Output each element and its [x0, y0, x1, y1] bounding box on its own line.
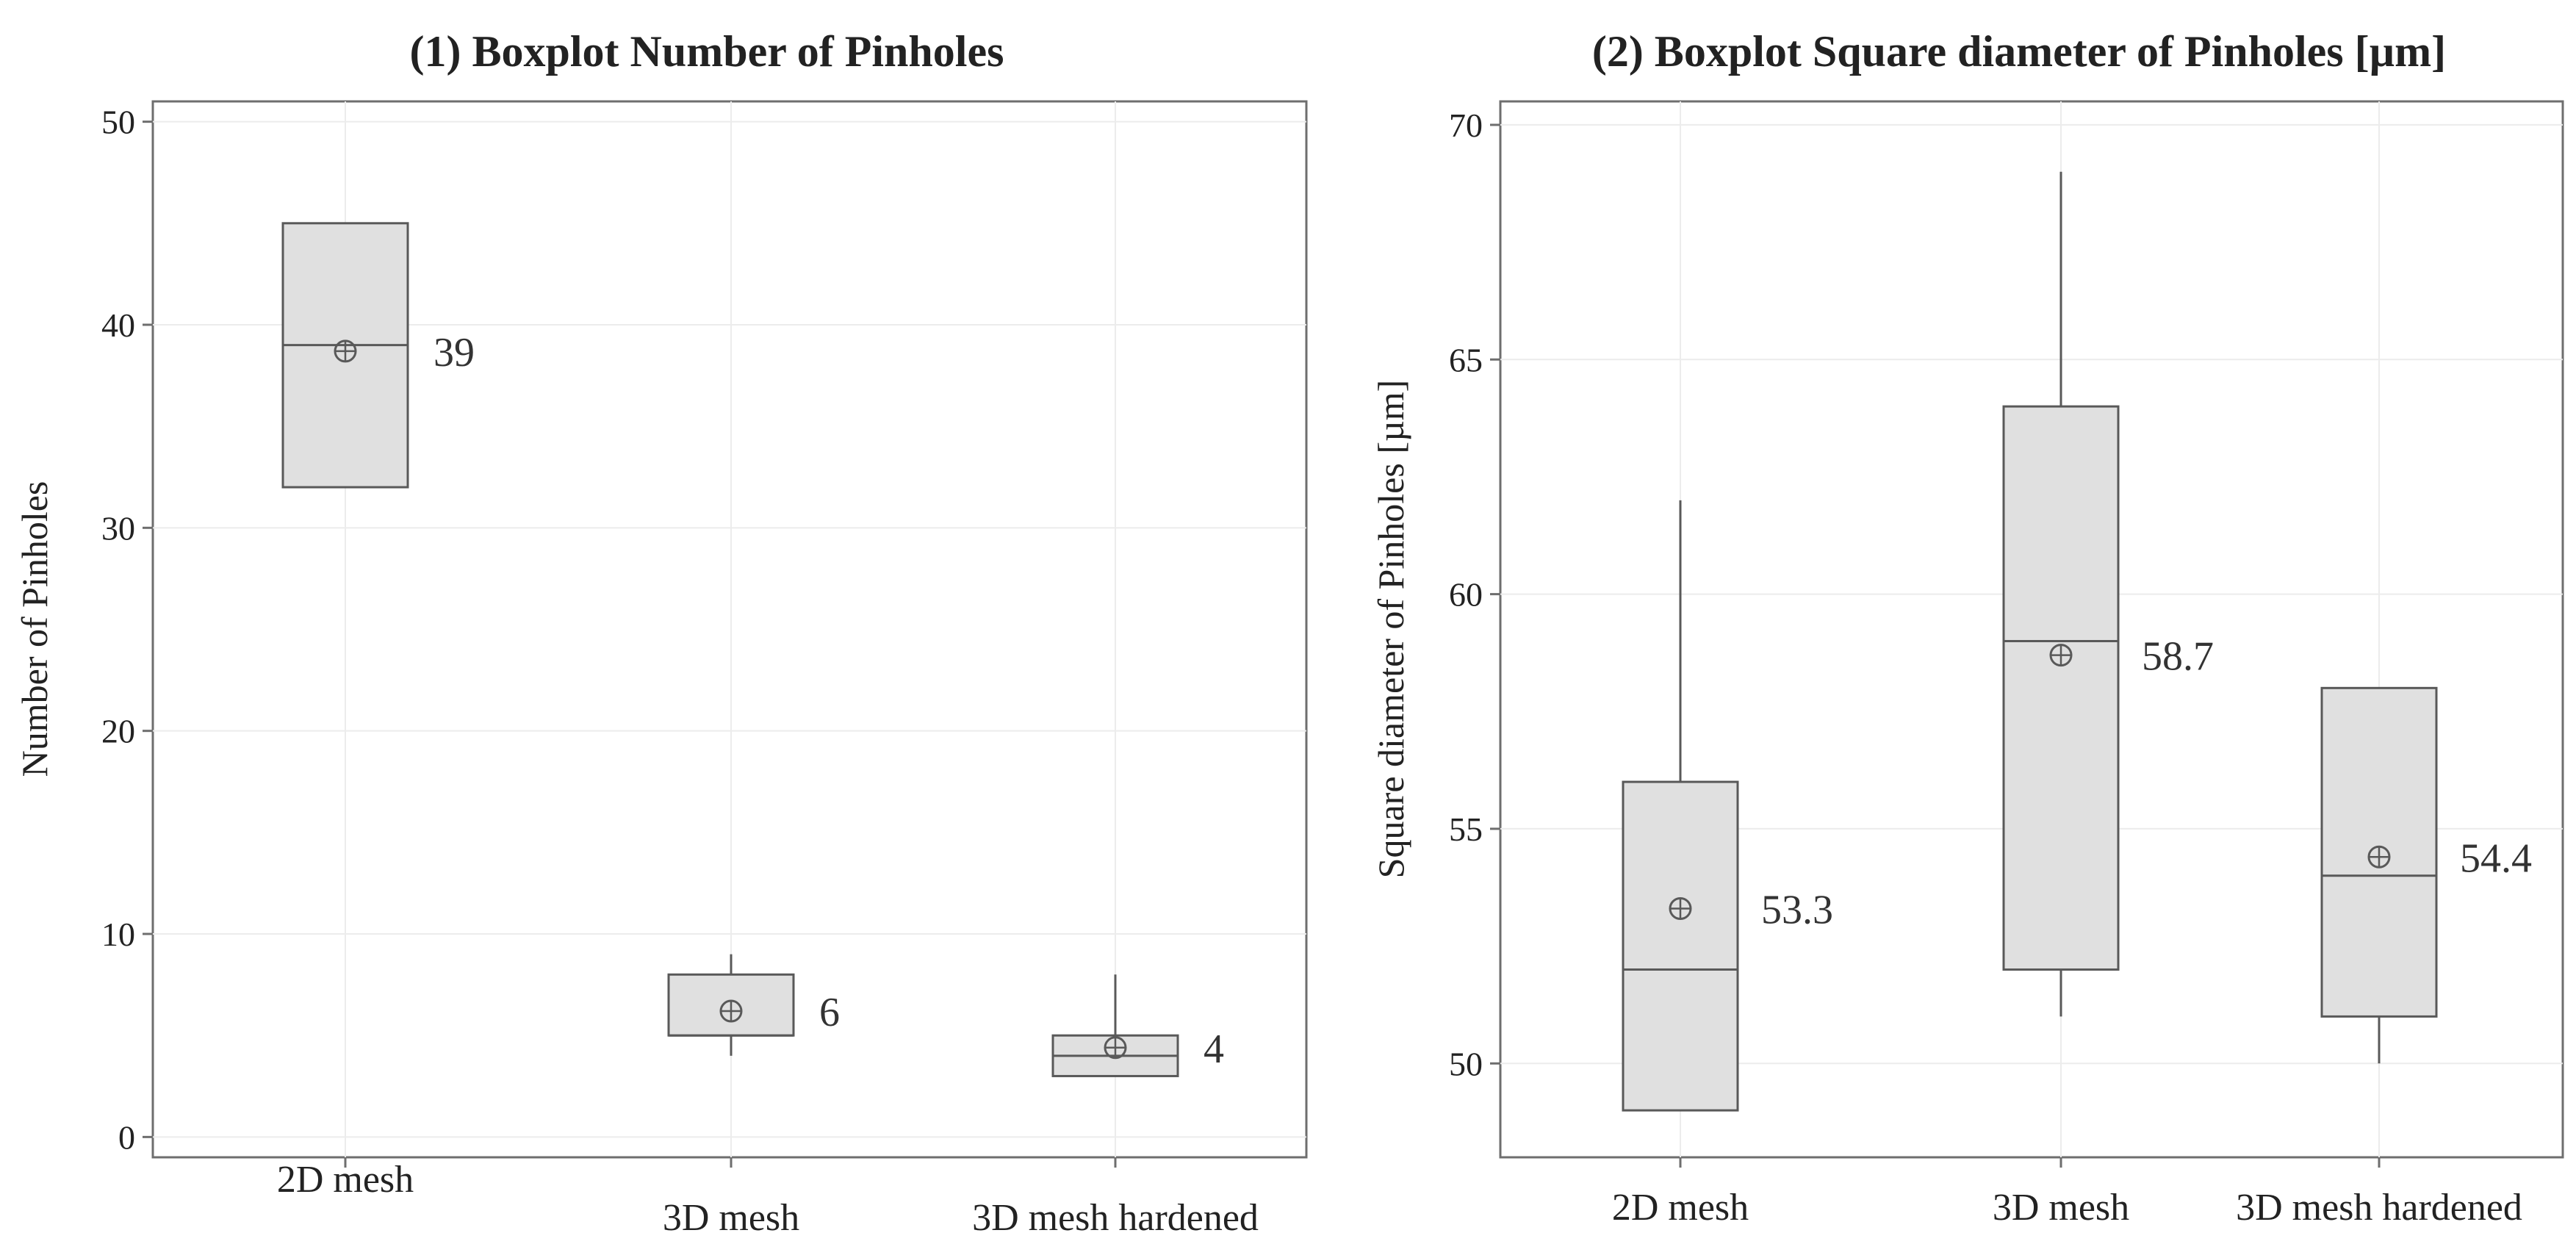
y-tick-label: 55 — [1449, 810, 1483, 848]
y-axis-label: Square diameter of Pinholes [µm] — [1370, 380, 1411, 879]
y-tick-label: 70 — [1449, 107, 1483, 144]
chart-square-diameter: 50 55 60 65 70 2D mesh 3D mesh 3D mesh hardened… — [1370, 27, 2564, 1229]
x-category-label: 2D mesh — [277, 1159, 414, 1201]
chart-number-of-pinholes: 0 10 20 30 40 50 2D mesh 3D mesh 3D mesh hardene… — [14, 27, 1308, 1239]
mean-data-label: 54.4 — [2460, 835, 2532, 881]
x-category-label: 2D mesh — [1612, 1187, 1749, 1229]
y-tick-label: 10 — [101, 916, 135, 953]
y-tick-label: 30 — [101, 509, 135, 547]
x-category-label: 3D mesh hardened — [2236, 1187, 2522, 1229]
mean-data-label: 39 — [433, 330, 475, 375]
chart-title: (2) Boxplot Square diameter of Pinholes … — [1592, 27, 2446, 76]
y-tick-label: 65 — [1449, 341, 1483, 378]
mean-data-label: 4 — [1204, 1027, 1224, 1072]
mean-data-label: 53.3 — [1761, 888, 1833, 933]
box-iqr — [1622, 780, 1739, 1112]
y-tick-label: 60 — [1449, 576, 1483, 614]
y-axis-label: Number of Pinholes — [14, 481, 55, 777]
x-category-label: 3D mesh hardened — [972, 1197, 1259, 1239]
box-iqr — [2002, 405, 2120, 971]
chart-title: (1) Boxplot Number of Pinholes — [410, 27, 1004, 76]
y-tick-label: 50 — [1449, 1045, 1483, 1082]
y-tick-label: 40 — [101, 306, 135, 344]
mean-data-label: 58.7 — [2142, 634, 2214, 680]
y-tick-label: 50 — [101, 104, 135, 141]
y-tick-label: 0 — [118, 1118, 135, 1156]
mean-data-label: 6 — [819, 990, 840, 1035]
x-category-label: 3D mesh — [663, 1197, 799, 1239]
x-category-label: 3D mesh — [1993, 1187, 2129, 1229]
y-tick-label: 20 — [101, 713, 135, 750]
